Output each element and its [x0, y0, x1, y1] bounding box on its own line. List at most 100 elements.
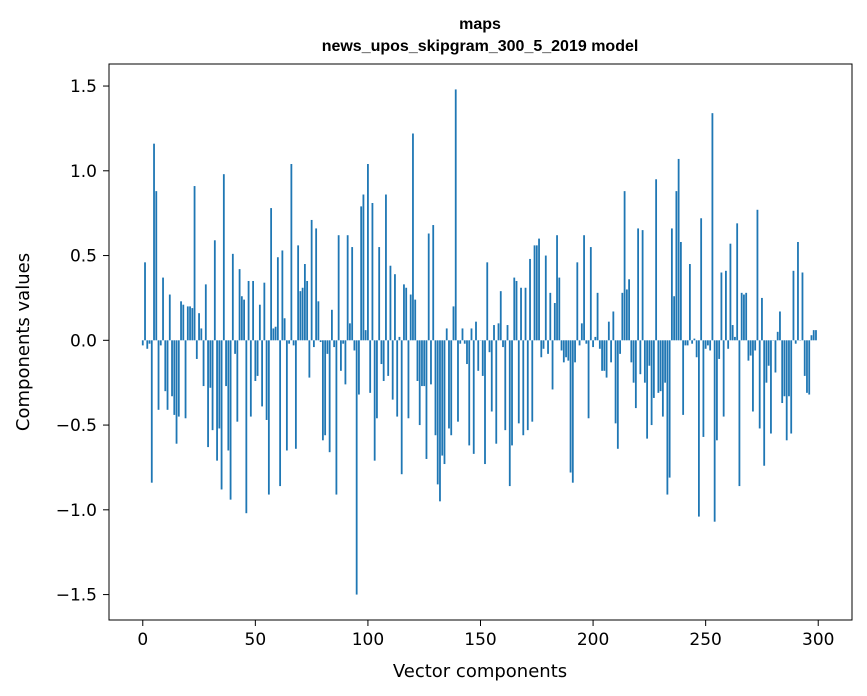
bar-component-104	[376, 340, 378, 419]
bar-component-282	[776, 331, 779, 341]
bar-component-184	[556, 235, 558, 341]
bar-component-230	[659, 340, 662, 392]
bar-component-99	[364, 330, 367, 341]
bar-component-202	[596, 292, 599, 341]
bar-component-62	[281, 250, 284, 341]
bar-component-166	[515, 280, 518, 341]
bar-component-110	[389, 265, 392, 341]
bar-component-42	[236, 340, 239, 422]
y-tick-label: 1.5	[70, 77, 97, 97]
bar-component-157	[495, 340, 498, 444]
bar-component-298	[812, 330, 815, 341]
bar-component-140	[457, 340, 459, 422]
bar-component-291	[797, 241, 799, 341]
y-tick-label: −0.5	[56, 416, 97, 436]
bar-component-24	[195, 340, 198, 359]
bar-component-27	[202, 340, 205, 387]
bar-component-139	[454, 89, 457, 341]
x-axis-ticks: 0 50 100 150 200 250 300	[137, 620, 834, 650]
bar-component-149	[477, 340, 480, 371]
bar-component-275	[761, 297, 763, 341]
bar-component-289	[792, 270, 795, 341]
bar-component-81	[324, 340, 327, 436]
bar-component-246	[695, 340, 698, 358]
bar-component-276	[763, 340, 766, 466]
bar-component-151	[481, 340, 484, 376]
bar-component-195	[580, 323, 583, 341]
bar-component-50	[254, 340, 257, 381]
bar-component-40	[231, 253, 234, 341]
bar-component-66	[290, 164, 293, 341]
bar-component-16	[177, 340, 180, 417]
bar-component-156	[493, 325, 495, 341]
bar-component-163	[508, 340, 511, 487]
bar-component-20	[186, 306, 189, 341]
bar-component-145	[468, 340, 471, 446]
bar-component-84	[331, 309, 333, 341]
bar-component-165	[513, 277, 516, 341]
bar-component-168	[520, 287, 522, 341]
bar-component-164	[511, 340, 513, 446]
bar-component-71	[301, 287, 304, 341]
bar-component-74	[308, 340, 311, 378]
bar-component-287	[788, 340, 790, 397]
bar-component-283	[779, 311, 781, 341]
bar-component-108	[385, 194, 387, 341]
bar-component-33	[216, 340, 218, 461]
bar-component-34	[218, 340, 221, 429]
bar-component-78	[317, 301, 320, 341]
bar-component-183	[553, 303, 556, 341]
y-tick-label: 0.0	[70, 331, 97, 351]
plot-frame	[108, 63, 853, 621]
bar-component-245	[693, 338, 696, 341]
bar-component-182	[551, 340, 554, 390]
bar-component-137	[450, 340, 453, 436]
bar-component-237	[675, 191, 678, 341]
bar-component-51	[256, 340, 259, 376]
bar-component-216	[628, 279, 630, 341]
bar-component-45	[243, 299, 245, 341]
bar-component-73	[306, 280, 309, 341]
bar-component-296	[808, 340, 811, 395]
bar-component-266	[740, 292, 743, 341]
bar-component-186	[560, 340, 563, 351]
bar-component-136	[448, 340, 450, 429]
chart-subtitle: news_upos_skipgram_300_5_2019 model	[322, 38, 639, 55]
bar-component-69	[297, 245, 300, 341]
bar-component-18	[182, 304, 185, 341]
bar-component-54	[263, 282, 266, 341]
bar-component-270	[749, 340, 752, 356]
bar-component-205	[603, 340, 606, 371]
bar-component-132	[439, 340, 441, 502]
bar-component-236	[673, 296, 676, 341]
bar-component-281	[774, 340, 777, 373]
bar-component-15	[175, 340, 178, 444]
bar-component-6	[155, 191, 158, 341]
bar-component-30	[209, 340, 212, 388]
bar-component-143	[463, 340, 466, 344]
bar-component-19	[184, 340, 187, 419]
bar-component-88	[340, 340, 342, 371]
y-tick-label: −1.0	[56, 501, 97, 521]
bar-component-206	[605, 340, 608, 378]
bar-component-133	[441, 340, 444, 456]
bar-component-17	[180, 301, 182, 341]
bar-component-142	[461, 328, 464, 341]
bar-component-224	[646, 340, 649, 439]
bar-component-23	[193, 186, 196, 341]
bar-component-249	[702, 340, 705, 437]
bar-component-48	[249, 340, 252, 417]
bar-component-297	[810, 335, 813, 341]
bar-component-25	[198, 313, 200, 341]
bar-component-159	[499, 291, 502, 341]
bar-component-121	[414, 299, 417, 341]
bar-component-22	[191, 308, 194, 341]
bar-component-13	[171, 340, 173, 397]
bar-component-85	[333, 340, 336, 348]
bar-component-53	[261, 340, 263, 407]
bar-component-191	[571, 340, 574, 483]
bar-component-286	[785, 340, 788, 441]
bar-component-43	[238, 269, 241, 341]
bar-component-116	[403, 284, 405, 341]
bar-component-207	[607, 321, 610, 341]
